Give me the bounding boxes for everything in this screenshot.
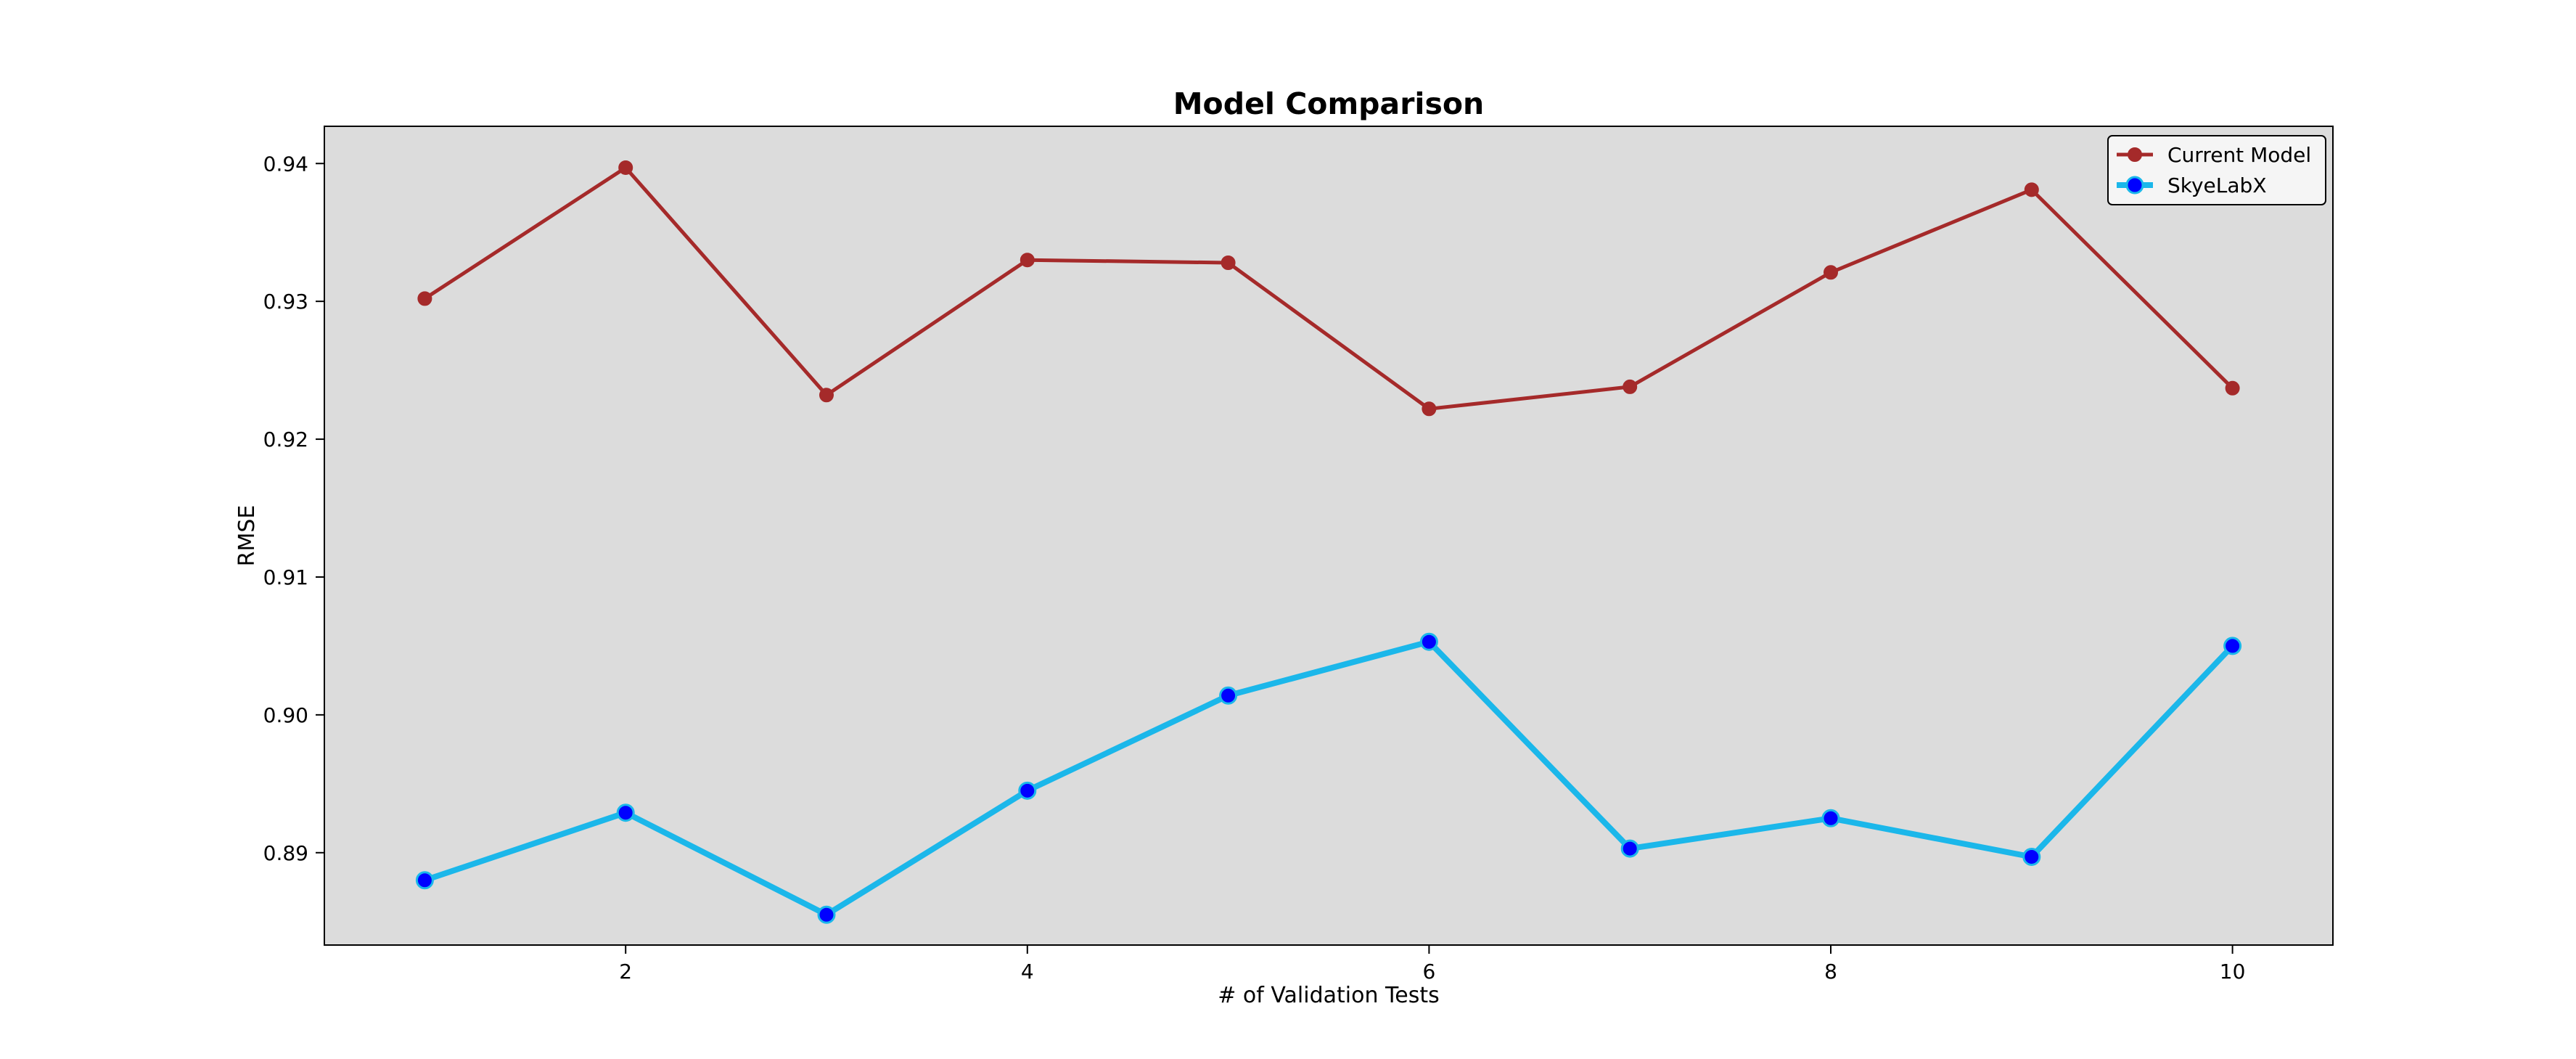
data-point [2024, 182, 2039, 197]
y-tick-label: 0.94 [263, 152, 308, 176]
x-axis-ticks: 2 4 6 8 10 [619, 945, 2245, 984]
x-tick-label: 2 [619, 960, 632, 984]
legend-marker [2128, 147, 2142, 162]
data-point [1620, 839, 1639, 858]
data-point [817, 905, 836, 924]
x-tick-label: 4 [1021, 960, 1034, 984]
data-point [618, 160, 633, 175]
data-point [1623, 379, 1638, 394]
data-point [819, 388, 834, 403]
y-tick-label: 0.91 [263, 565, 308, 589]
plot-frame [324, 126, 2334, 946]
legend: Current Model SkyeLabX [2107, 135, 2326, 205]
series-1 [415, 632, 2242, 924]
legend-item-0: Current Model [2117, 143, 2311, 167]
y-tick-label: 0.90 [263, 703, 308, 727]
legend-label: Current Model [2167, 143, 2311, 167]
legend-item-1: SkyeLabX [2117, 173, 2267, 197]
y-tick-label: 0.93 [263, 290, 308, 314]
data-point [616, 804, 635, 822]
series-line-1 [424, 639, 2235, 918]
data-point [415, 871, 434, 890]
x-axis-label: # of Validation Tests [1218, 983, 1440, 1008]
legend-label: SkyeLabX [2167, 173, 2267, 197]
data-point [2022, 847, 2041, 866]
y-tick-label: 0.89 [263, 841, 308, 865]
data-point [1422, 401, 1437, 417]
x-tick-label: 6 [1422, 960, 1435, 984]
series-layer [415, 160, 2242, 924]
data-point [2225, 380, 2240, 396]
data-point [1821, 809, 1840, 827]
chart-title: Model Comparison [1173, 86, 1484, 121]
y-axis-label: RMSE [234, 505, 260, 567]
data-point [417, 291, 432, 306]
legend-marker [2125, 176, 2144, 195]
y-tick-label: 0.92 [263, 428, 308, 451]
plot-area [324, 126, 2333, 945]
series-0 [417, 160, 2240, 417]
data-point [2223, 637, 2242, 655]
data-point [1018, 781, 1037, 800]
data-point [1221, 255, 1236, 270]
data-point [1824, 265, 1838, 280]
y-axis-ticks: 0.89 0.90 0.91 0.92 0.93 0.94 [263, 152, 324, 865]
x-tick-label: 10 [2220, 960, 2246, 984]
x-tick-label: 8 [1824, 960, 1837, 984]
data-point [1419, 632, 1438, 651]
data-point [1219, 686, 1238, 705]
legend-box [2107, 135, 2326, 205]
series-line-0 [424, 165, 2234, 411]
data-point [1020, 253, 1035, 268]
